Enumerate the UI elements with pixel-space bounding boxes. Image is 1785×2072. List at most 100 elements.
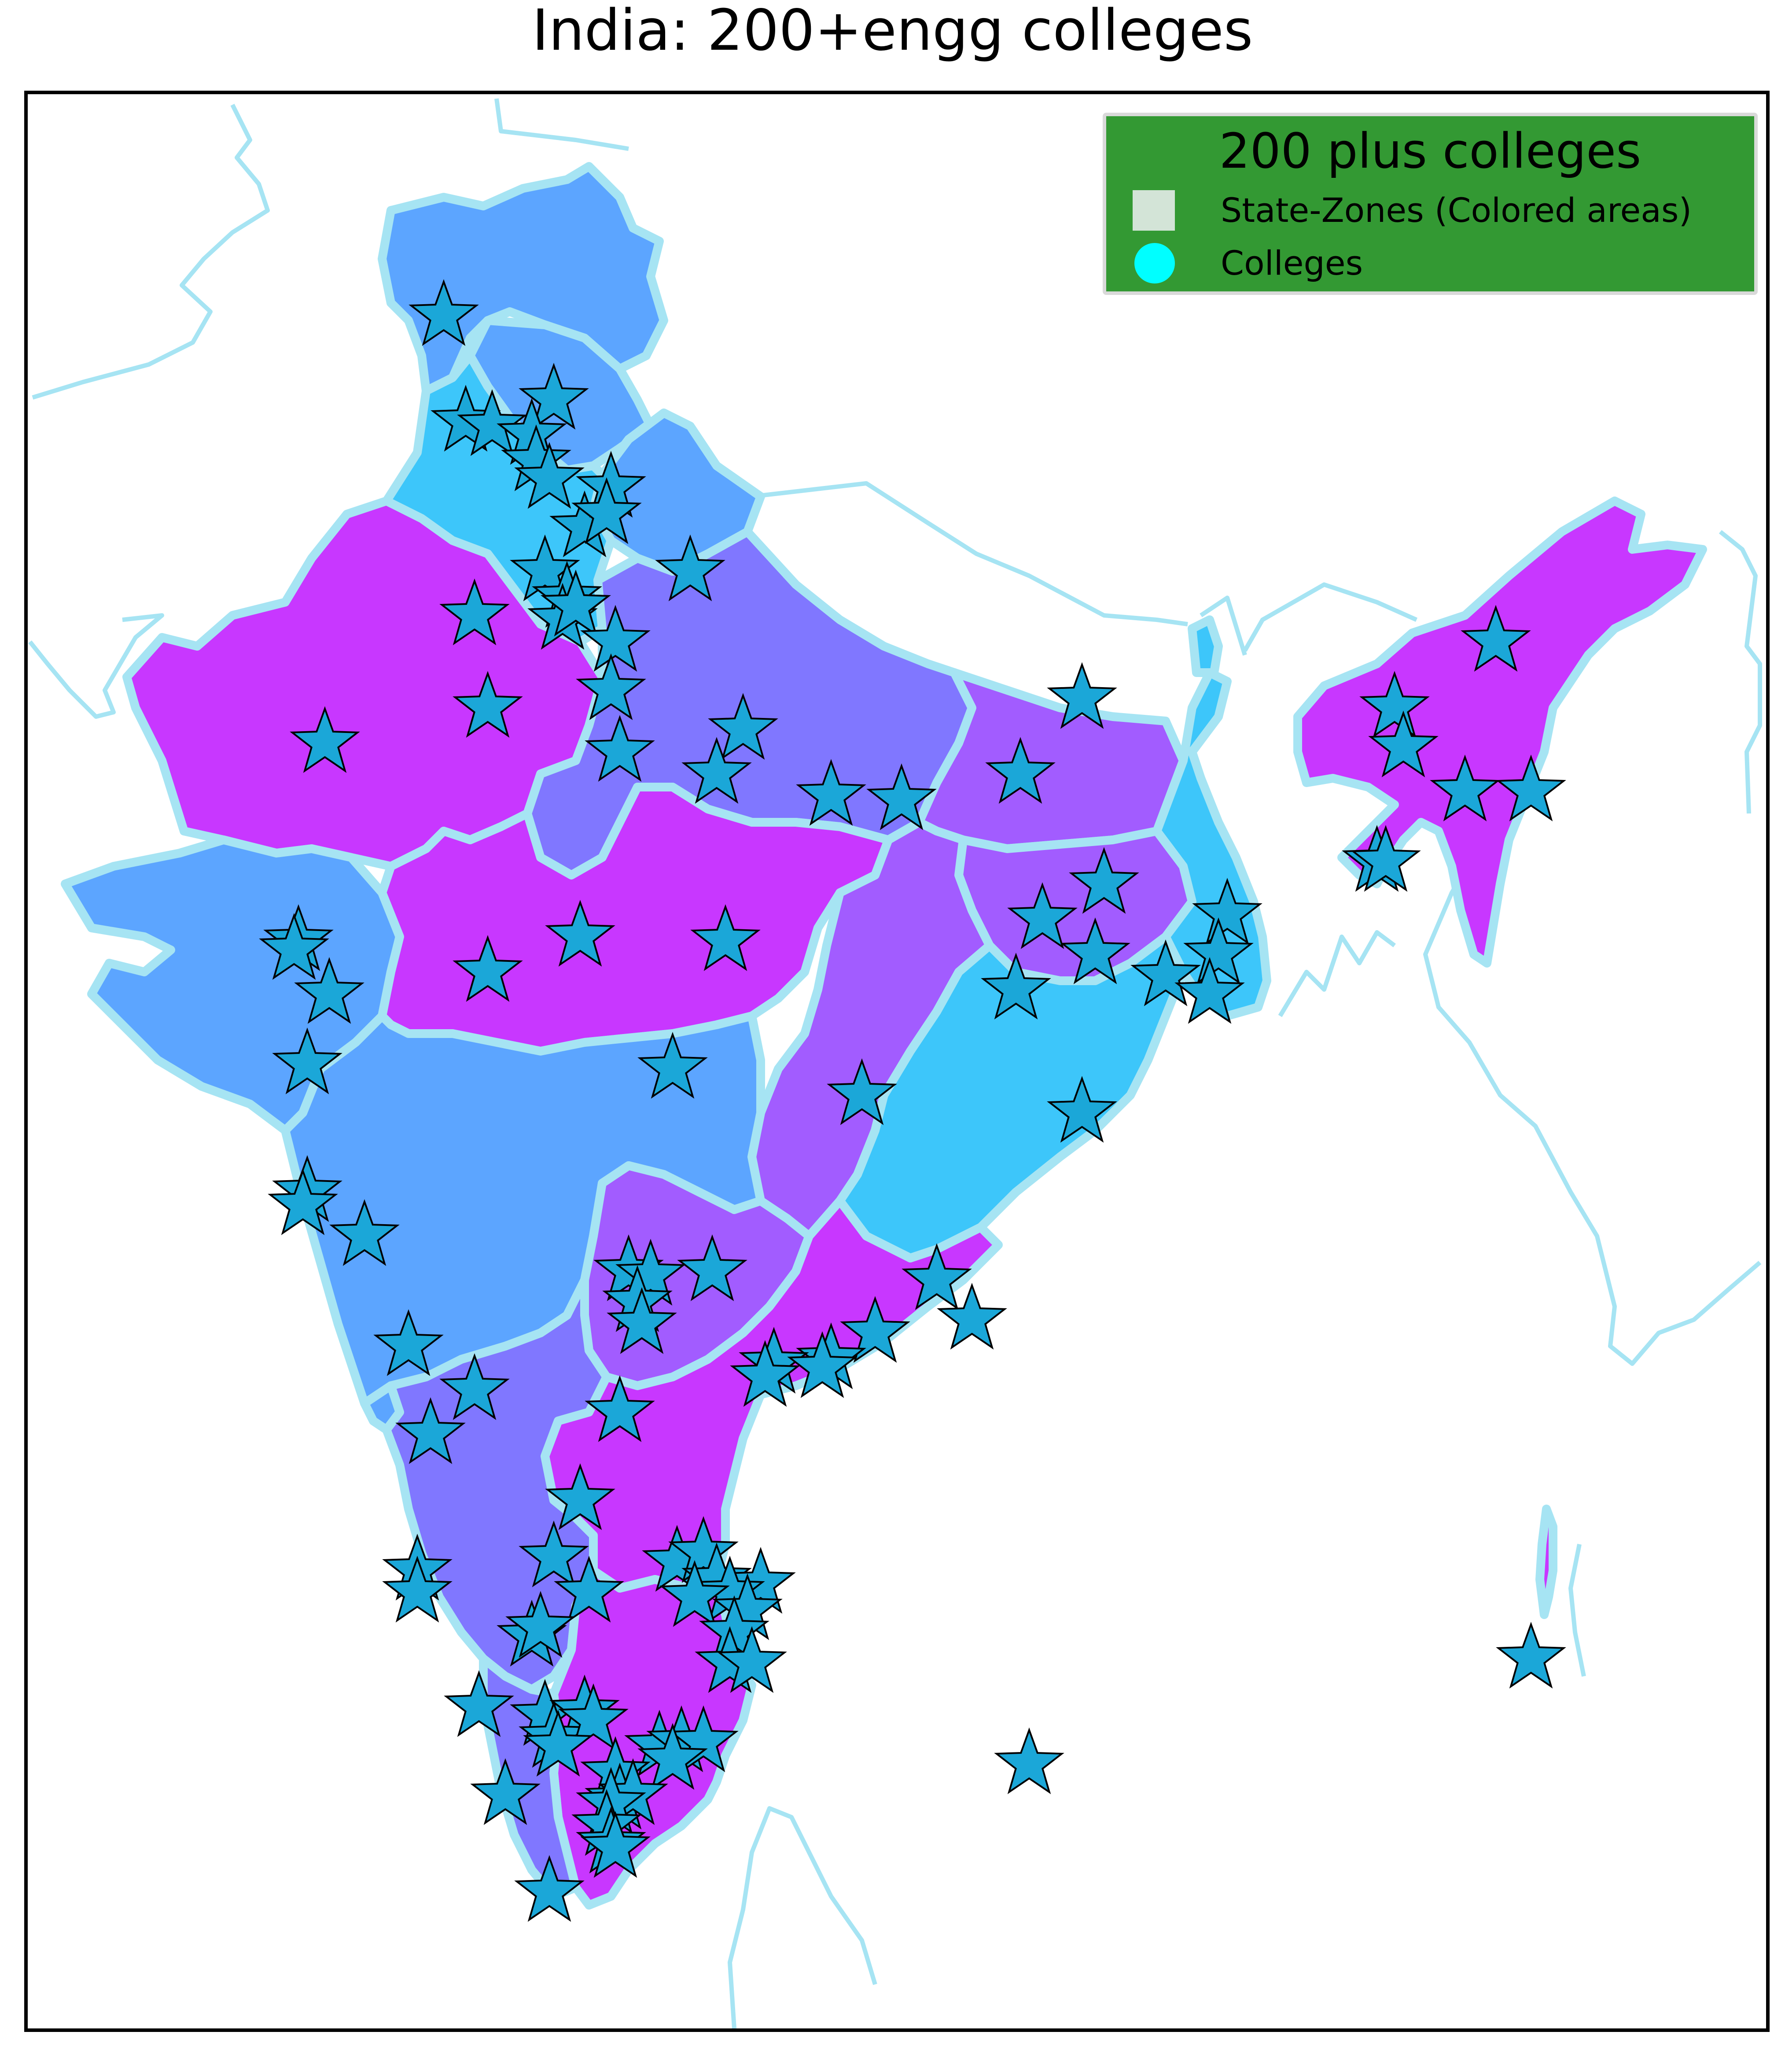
legend-square-icon bbox=[1133, 190, 1175, 231]
college-star-icon bbox=[637, 1723, 708, 1790]
college-star-icon bbox=[725, 1547, 796, 1614]
college-star-icon bbox=[690, 904, 761, 971]
college-star-icon bbox=[514, 442, 585, 509]
college-star-icon bbox=[523, 1710, 593, 1777]
college-star-icon bbox=[541, 570, 611, 637]
border-andaman bbox=[1568, 1544, 1586, 1677]
college-star-icon bbox=[545, 900, 615, 967]
map-frame bbox=[24, 91, 1770, 2032]
college-star-icon bbox=[395, 1397, 466, 1464]
college-star-icon bbox=[717, 1626, 787, 1693]
college-star-icon bbox=[796, 759, 866, 826]
college-star-icon bbox=[514, 1855, 585, 1922]
college-star-icon bbox=[585, 715, 655, 782]
college-star-icon bbox=[580, 605, 651, 672]
college-star-icon bbox=[1060, 917, 1130, 984]
college-star-icon bbox=[708, 693, 778, 760]
college-star-icon bbox=[444, 1670, 514, 1737]
zone-andaman-islands bbox=[1535, 1505, 1557, 1619]
college-star-icon bbox=[730, 1340, 800, 1407]
border-sri-lanka bbox=[728, 1806, 877, 2028]
college-star-icon bbox=[290, 706, 360, 773]
border-nepal-east bbox=[1200, 596, 1247, 656]
college-star-icon bbox=[1359, 671, 1430, 738]
legend-circle-icon bbox=[1134, 243, 1175, 283]
college-star-icon bbox=[981, 953, 1051, 1019]
border-bhutan bbox=[1243, 582, 1418, 652]
map-canvas bbox=[28, 98, 1762, 2028]
college-star-icon bbox=[615, 1239, 686, 1306]
college-star-icon bbox=[985, 737, 1056, 804]
college-star-icon bbox=[585, 1375, 655, 1442]
college-star-icon bbox=[655, 534, 725, 601]
college-star-icon bbox=[571, 477, 642, 544]
legend: 200 plus colleges State-Zones (Colored a… bbox=[1103, 113, 1758, 295]
college-star-icon bbox=[510, 534, 580, 601]
college-star-icon bbox=[576, 653, 646, 720]
college-star-icon bbox=[409, 279, 479, 346]
college-star-icon bbox=[902, 1243, 972, 1310]
border-afghanistan bbox=[28, 613, 164, 719]
college-star-icon bbox=[1047, 1076, 1117, 1143]
college-markers bbox=[259, 279, 1566, 1922]
college-star-icon bbox=[329, 1199, 400, 1266]
college-star-icon bbox=[840, 1296, 910, 1363]
college-star-icon bbox=[1192, 878, 1262, 945]
map-title: India: 200+engg colleges bbox=[532, 0, 1253, 63]
college-star-icon bbox=[668, 1516, 739, 1583]
college-star-icon bbox=[373, 1309, 444, 1376]
college-star-icon bbox=[1174, 957, 1245, 1024]
college-star-icon bbox=[259, 913, 329, 980]
college-star-icon bbox=[439, 1353, 510, 1420]
college-star-icon bbox=[519, 1520, 589, 1587]
college-star-icon bbox=[294, 957, 364, 1024]
college-star-icon bbox=[659, 1560, 730, 1627]
zone-sikkim bbox=[1188, 615, 1223, 677]
college-star-icon bbox=[668, 1705, 739, 1772]
college-star-icon bbox=[681, 737, 752, 804]
zone-north-east bbox=[1293, 497, 1707, 968]
legend-label-colleges: Colleges bbox=[1221, 243, 1363, 283]
college-star-icon bbox=[554, 1556, 624, 1623]
college-star-icon bbox=[505, 1591, 576, 1658]
border-china-east bbox=[751, 481, 1188, 626]
college-star-icon bbox=[382, 1556, 453, 1623]
college-star-icon bbox=[1069, 847, 1139, 914]
college-star-icon bbox=[1130, 939, 1201, 1006]
college-star-icon bbox=[558, 1683, 629, 1750]
college-star-icon bbox=[1430, 754, 1500, 821]
college-star-icon bbox=[1007, 882, 1078, 949]
college-star-icon bbox=[580, 1811, 651, 1878]
college-star-icon bbox=[787, 1331, 858, 1398]
college-star-icon bbox=[457, 389, 527, 456]
college-star-icon bbox=[1351, 825, 1421, 892]
college-star-icon bbox=[1183, 917, 1254, 984]
college-star-icon bbox=[272, 1027, 342, 1094]
border-bangladesh-east bbox=[1278, 930, 1396, 1017]
college-star-icon bbox=[1047, 662, 1117, 729]
college-star-icon bbox=[453, 671, 523, 738]
college-star-icon bbox=[866, 763, 937, 830]
college-star-icon bbox=[937, 1283, 1007, 1350]
state-zones bbox=[61, 162, 1707, 1910]
zone-odisha bbox=[835, 932, 1188, 1262]
college-star-icon bbox=[1496, 1622, 1566, 1689]
college-star-icon bbox=[439, 578, 510, 645]
college-star-icon bbox=[1496, 754, 1566, 821]
legend-title: 200 plus colleges bbox=[1219, 123, 1641, 179]
border-pakistan-west bbox=[32, 103, 270, 400]
border-far-east bbox=[1719, 530, 1762, 814]
college-star-icon bbox=[827, 1058, 897, 1125]
college-star-icon bbox=[637, 1032, 708, 1099]
college-star-icon bbox=[1368, 710, 1439, 777]
college-star-icon bbox=[268, 1168, 338, 1235]
college-star-icon bbox=[1461, 605, 1531, 672]
border-china-north bbox=[494, 98, 629, 151]
college-star-icon bbox=[519, 363, 589, 430]
legend-label-state-zones: State-Zones (Colored areas) bbox=[1221, 191, 1692, 230]
college-star-icon bbox=[677, 1234, 747, 1301]
college-star-icon bbox=[545, 1463, 615, 1530]
college-star-icon bbox=[453, 935, 523, 1002]
college-star-icon bbox=[607, 1287, 677, 1354]
college-star-icon bbox=[470, 1758, 541, 1825]
